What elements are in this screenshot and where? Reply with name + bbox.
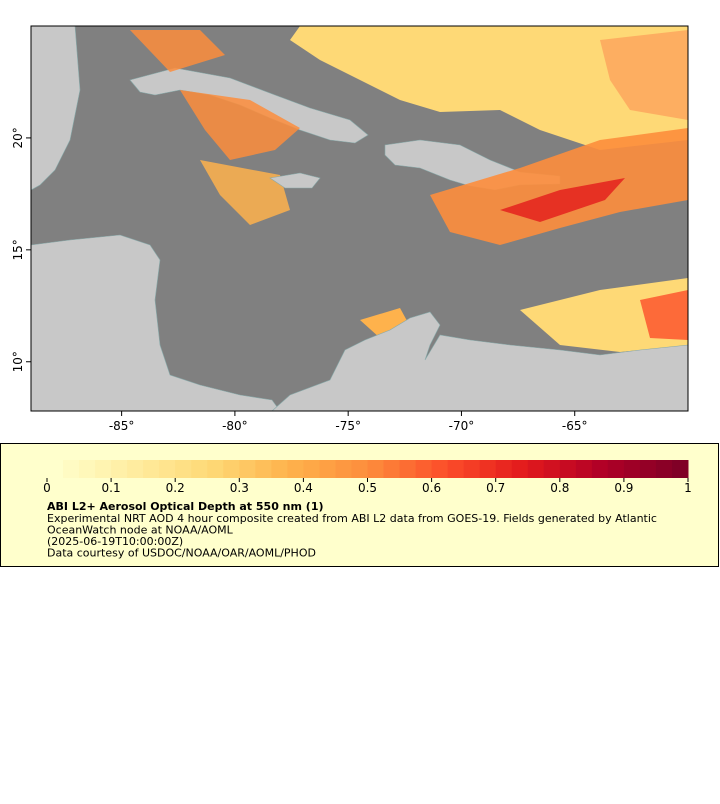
aerosol-field — [600, 30, 688, 120]
colorbar-swatch — [207, 460, 224, 478]
colorbar-swatch — [639, 460, 657, 478]
colorbar-swatch — [591, 460, 609, 478]
aerosol-field — [500, 178, 625, 222]
colorbar-swatch — [415, 460, 433, 478]
colorbar-tick-label: 0.3 — [230, 481, 249, 495]
legend-line: Experimental NRT AOD 4 hour composite cr… — [47, 512, 657, 525]
map-area — [31, 26, 688, 411]
colorbar-tick-label: 0.9 — [614, 481, 633, 495]
aerosol-field — [430, 128, 688, 245]
aerosol-field — [130, 30, 225, 72]
colorbar-swatch — [143, 460, 160, 478]
colorbar-swatch — [463, 460, 481, 478]
land — [269, 172, 321, 189]
colorbar-swatch — [383, 460, 401, 478]
colorbar-swatch — [63, 460, 80, 478]
x-tick-label: -85° — [109, 419, 135, 433]
colorbar-swatch — [319, 460, 336, 478]
y-tick-label: 15° — [11, 239, 25, 260]
aerosol-field — [640, 290, 688, 340]
colorbar-swatch — [559, 460, 577, 478]
colorbar-swatch — [607, 460, 625, 478]
colorbar-tick-label: 0.8 — [550, 481, 569, 495]
colorbar-swatch — [527, 460, 545, 478]
colorbar-swatch — [431, 460, 449, 478]
colorbar-swatch — [479, 460, 497, 478]
colorbar-swatch — [367, 460, 385, 478]
colorbar-tick-label: 0.5 — [358, 481, 377, 495]
aerosol-field — [520, 278, 688, 352]
colorbar-tick-label: 0.7 — [486, 481, 505, 495]
colorbar-swatch — [191, 460, 208, 478]
land — [271, 311, 688, 411]
x-tick-label: -80° — [222, 419, 248, 433]
colorbar-swatch — [255, 460, 272, 478]
legend-line: OceanWatch node at NOAA/AOML — [47, 524, 234, 537]
colorbar-swatch — [543, 460, 561, 478]
legend-title: ABI L2+ Aerosol Optical Depth at 550 nm … — [47, 500, 324, 513]
colorbar-swatch — [495, 460, 513, 478]
colorbar-tick-label: 0.1 — [102, 481, 121, 495]
colorbar-swatch — [271, 460, 288, 478]
colorbar-swatch — [447, 460, 465, 478]
colorbar-tick-label: 1 — [684, 481, 692, 495]
colorbar-swatch — [655, 460, 673, 478]
colorbar-tick-label: 0 — [43, 481, 51, 495]
aerosol-field — [180, 90, 300, 160]
colorbar-tick-label: 0.6 — [422, 481, 441, 495]
colorbar-swatch — [399, 460, 417, 478]
map-frame — [30, 25, 689, 412]
x-tick-label: -75° — [335, 419, 361, 433]
colorbar-swatch — [671, 460, 689, 478]
x-tick-label: -70° — [449, 419, 475, 433]
colorbar-swatch — [47, 460, 64, 478]
colorbar-swatch — [575, 460, 593, 478]
aerosol-field — [200, 160, 290, 225]
colorbar-swatch — [175, 460, 192, 478]
colorbar-swatch — [79, 460, 96, 478]
colorbar-swatch — [351, 460, 368, 478]
y-tick-label: 10° — [11, 351, 25, 372]
colorbar-swatch — [335, 460, 352, 478]
y-tick-label: 20° — [11, 127, 25, 148]
land — [31, 26, 81, 191]
colorbar-tick-label: 0.4 — [294, 481, 313, 495]
colorbar-swatch — [511, 460, 529, 478]
legend-line: (2025-06-19T10:00:00Z) — [47, 535, 183, 548]
colorbar-swatch — [95, 460, 112, 478]
x-tick-label: -65° — [562, 419, 588, 433]
colorbar-swatch — [111, 460, 128, 478]
colorbar-tick-label: 0.2 — [166, 481, 185, 495]
aerosol-field — [290, 26, 688, 150]
colorbar-swatch — [223, 460, 240, 478]
colorbar-swatch — [127, 460, 144, 478]
colorbar-swatch — [303, 460, 320, 478]
colorbar-swatch — [239, 460, 256, 478]
legend-line: Data courtesy of USDOC/NOAA/OAR/AOML/PHO… — [47, 547, 316, 560]
colorbar-swatch — [287, 460, 304, 478]
colorbar-swatch — [159, 460, 176, 478]
colorbar-swatch — [623, 460, 641, 478]
